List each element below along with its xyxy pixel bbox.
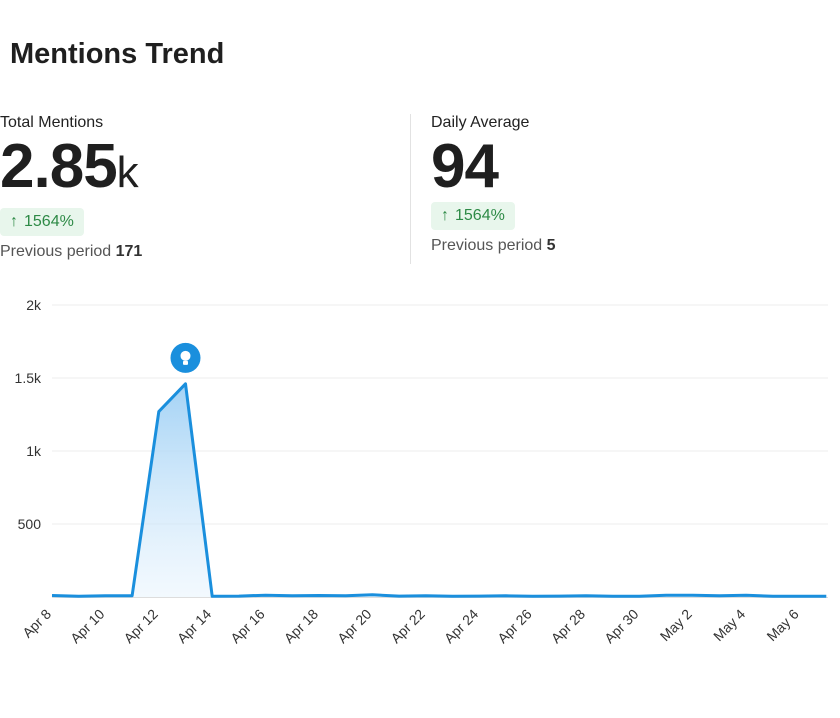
y-tick-label: 1.5k: [15, 370, 42, 386]
previous-period-label: Previous period: [431, 237, 543, 254]
stat-number: 2.85: [0, 132, 118, 201]
previous-period-value: 171: [115, 243, 143, 260]
page-title: Mentions Trend: [10, 38, 225, 70]
stat-value: 2.85k: [0, 136, 142, 198]
stat-label: Daily Average: [431, 114, 530, 131]
x-tick-label: Apr 12: [120, 606, 161, 647]
change-badge: ↑ 1564%: [431, 202, 515, 230]
x-tick-label: Apr 10: [67, 606, 108, 647]
stat-total-mentions: Total Mentions 2.85k ↑ 1564% Previous per…: [0, 114, 142, 261]
arrow-up-icon: ↑: [441, 207, 449, 224]
x-tick-label: May 4: [710, 606, 748, 644]
x-tick-label: Apr 18: [281, 606, 322, 647]
series-line: [51, 382, 827, 598]
change-value: 1564%: [24, 213, 74, 230]
change-value: 1564%: [455, 207, 505, 224]
x-tick-label: Apr 14: [174, 606, 215, 647]
x-tick-label: Apr 26: [494, 606, 535, 647]
stat-daily-average: Daily Average 94 ↑ 1564% Previous period …: [431, 114, 556, 255]
mentions-trend-chart: 500 1k 1.5k 2k Apr 8 Apr 10 Apr 12 Apr 14 Apr 1…: [15, 297, 828, 647]
stat-suffix: k: [116, 148, 139, 197]
previous-period-value: 5: [546, 237, 556, 254]
stat-number: 94: [431, 132, 499, 201]
y-tick-label: 500: [18, 516, 42, 532]
stat-label: Total Mentions: [0, 114, 104, 131]
arrow-up-icon: ↑: [10, 213, 18, 230]
x-tick-label: Apr 22: [387, 606, 428, 647]
divider: [410, 114, 411, 264]
x-tick-label: Apr 28: [548, 606, 589, 647]
previous-period-label: Previous period: [0, 243, 112, 260]
x-tick-label: Apr 8: [19, 606, 54, 641]
x-tick-label: May 2: [657, 606, 695, 644]
y-tick-label: 2k: [26, 297, 42, 313]
x-tick-label: Apr 16: [227, 606, 268, 647]
previous-period: Previous period 171: [0, 243, 142, 261]
x-tick-label: May 6: [763, 606, 801, 644]
x-tick-label: Apr 30: [601, 606, 642, 647]
bulb-base: [183, 360, 188, 365]
lightbulb-icon[interactable]: [170, 342, 201, 373]
change-badge: ↑ 1564%: [0, 208, 84, 236]
y-tick-label: 1k: [26, 443, 42, 459]
x-tick-label: Apr 24: [441, 606, 482, 647]
bulb-glass: [180, 350, 191, 361]
previous-period: Previous period 5: [431, 237, 556, 255]
x-tick-label: Apr 20: [334, 606, 375, 647]
stat-value: 94: [431, 136, 556, 198]
series-area: [52, 383, 827, 597]
